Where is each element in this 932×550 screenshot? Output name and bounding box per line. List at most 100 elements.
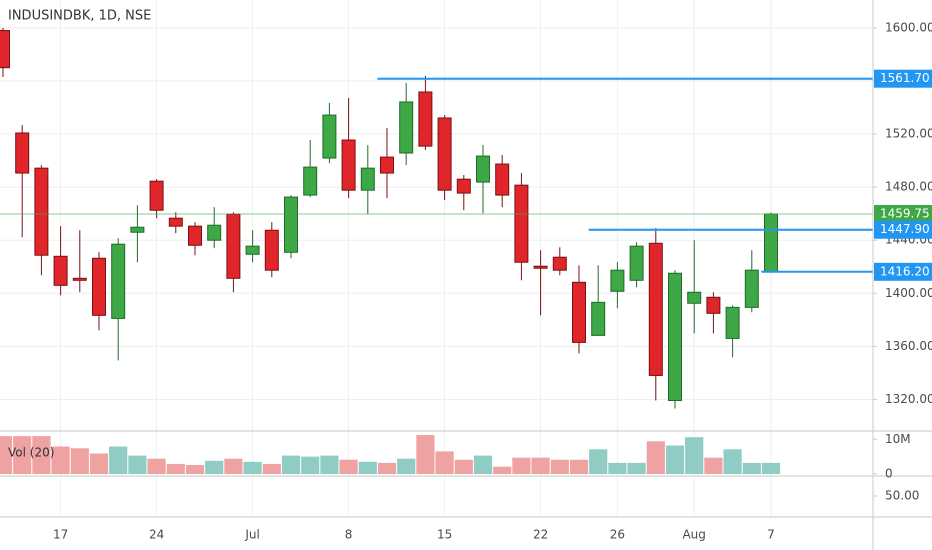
x-tick-label: 22 — [533, 528, 548, 542]
volume-bar — [0, 436, 13, 474]
candle-body — [725, 306, 740, 339]
volume-bar — [166, 463, 185, 474]
volume-bar — [454, 459, 473, 474]
volume-bar — [761, 462, 781, 474]
volume-tick-label: 0 — [885, 467, 893, 481]
candle-body — [149, 180, 164, 211]
axis: 1320.001360.001400.001440.001480.001520.… — [53, 20, 932, 542]
x-tick-label: 24 — [149, 528, 164, 542]
candle-body — [764, 213, 778, 273]
volume-bar — [185, 464, 205, 474]
y-tick-label: 1600.00 — [885, 20, 932, 34]
chart-title: INDUSINDBK, 1D, NSE — [8, 9, 151, 24]
volume-bar — [397, 458, 416, 474]
candle-body — [648, 242, 663, 376]
candle-body — [226, 213, 241, 279]
candle-body — [34, 167, 49, 256]
candle-body — [341, 139, 356, 191]
volume-bar — [627, 462, 646, 474]
price-label-box — [874, 69, 932, 88]
price-label-box — [874, 262, 932, 281]
volume-bar — [531, 457, 550, 474]
volume-bar — [339, 459, 358, 474]
candle-body — [284, 196, 298, 253]
x-tick-label: 15 — [437, 528, 452, 542]
volume-bar — [358, 461, 377, 474]
candle-body — [533, 265, 548, 269]
volume-bar — [704, 457, 723, 474]
candle-body — [72, 277, 87, 281]
y-tick-label: 1400.00 — [885, 286, 932, 300]
volume-bar — [128, 455, 147, 474]
volume-bar — [109, 446, 128, 474]
volume-bar — [51, 446, 70, 474]
x-tick-label: 7 — [767, 528, 775, 542]
candle-body — [207, 224, 222, 241]
x-tick-label: Jul — [244, 528, 259, 542]
volume-bar — [742, 462, 761, 474]
volume-bar — [89, 453, 109, 474]
volume-bar — [147, 458, 166, 474]
volume-bar — [32, 436, 51, 474]
volume-bar — [646, 441, 665, 474]
candle-body — [610, 269, 625, 292]
volume-bar — [205, 460, 224, 474]
volume-bar — [493, 466, 512, 474]
volume-bar — [685, 437, 704, 474]
candle-body — [92, 257, 106, 316]
volume-bar — [550, 459, 569, 474]
candle-body — [744, 269, 759, 308]
candle-body — [322, 114, 337, 159]
volume-tick-label: 10M — [885, 432, 911, 446]
volume-bar — [589, 449, 608, 474]
price-label-box — [874, 205, 932, 224]
y-tick-label: 1480.00 — [885, 180, 932, 194]
candle-body — [572, 281, 586, 343]
x-tick-label: 26 — [610, 528, 625, 542]
y-tick-label: 1320.00 — [885, 392, 932, 406]
x-tick-label: Aug — [682, 528, 705, 542]
volume-bar — [377, 462, 397, 474]
price-label: 1447.90 — [880, 222, 930, 236]
volume-bar — [301, 456, 320, 474]
volume-bar — [281, 455, 301, 474]
price-label: 1561.70 — [880, 71, 930, 85]
volume-bar — [70, 448, 89, 474]
candle-body — [0, 30, 10, 69]
volume-bar — [262, 463, 281, 474]
volume-bar — [243, 461, 262, 474]
candle-body — [687, 291, 702, 304]
y-tick-label: 1360.00 — [885, 339, 932, 353]
volume-bar — [512, 457, 531, 474]
lower-tick-label: 50.00 — [885, 489, 919, 503]
candle-body — [380, 156, 394, 174]
candle-body — [303, 166, 318, 196]
volume-bar — [13, 436, 32, 474]
price-label: 1459.75 — [880, 207, 930, 221]
candle-body — [168, 217, 183, 227]
volume-bar — [665, 445, 685, 474]
candle-body — [111, 243, 126, 319]
candle-body — [418, 91, 433, 147]
candle-body — [706, 296, 721, 314]
candle-body — [15, 132, 30, 174]
volume-bar — [473, 455, 493, 474]
volume-bar — [723, 449, 742, 474]
candle-body — [130, 226, 145, 233]
volume-bar — [608, 462, 627, 474]
candle-body — [629, 245, 644, 281]
candle-body — [495, 163, 510, 196]
candle-body — [245, 245, 260, 255]
volume-label: Vol (20) — [8, 446, 54, 460]
candle-body — [591, 301, 606, 336]
x-tick-label: 17 — [53, 528, 68, 542]
candle-body — [437, 117, 452, 191]
candle-body — [552, 256, 567, 271]
price-label: 1416.20 — [880, 264, 930, 278]
candle-body — [360, 167, 375, 191]
candle-body — [264, 229, 279, 271]
volume-bar — [416, 435, 435, 474]
candle-body — [476, 155, 490, 183]
candle-body — [514, 184, 529, 263]
